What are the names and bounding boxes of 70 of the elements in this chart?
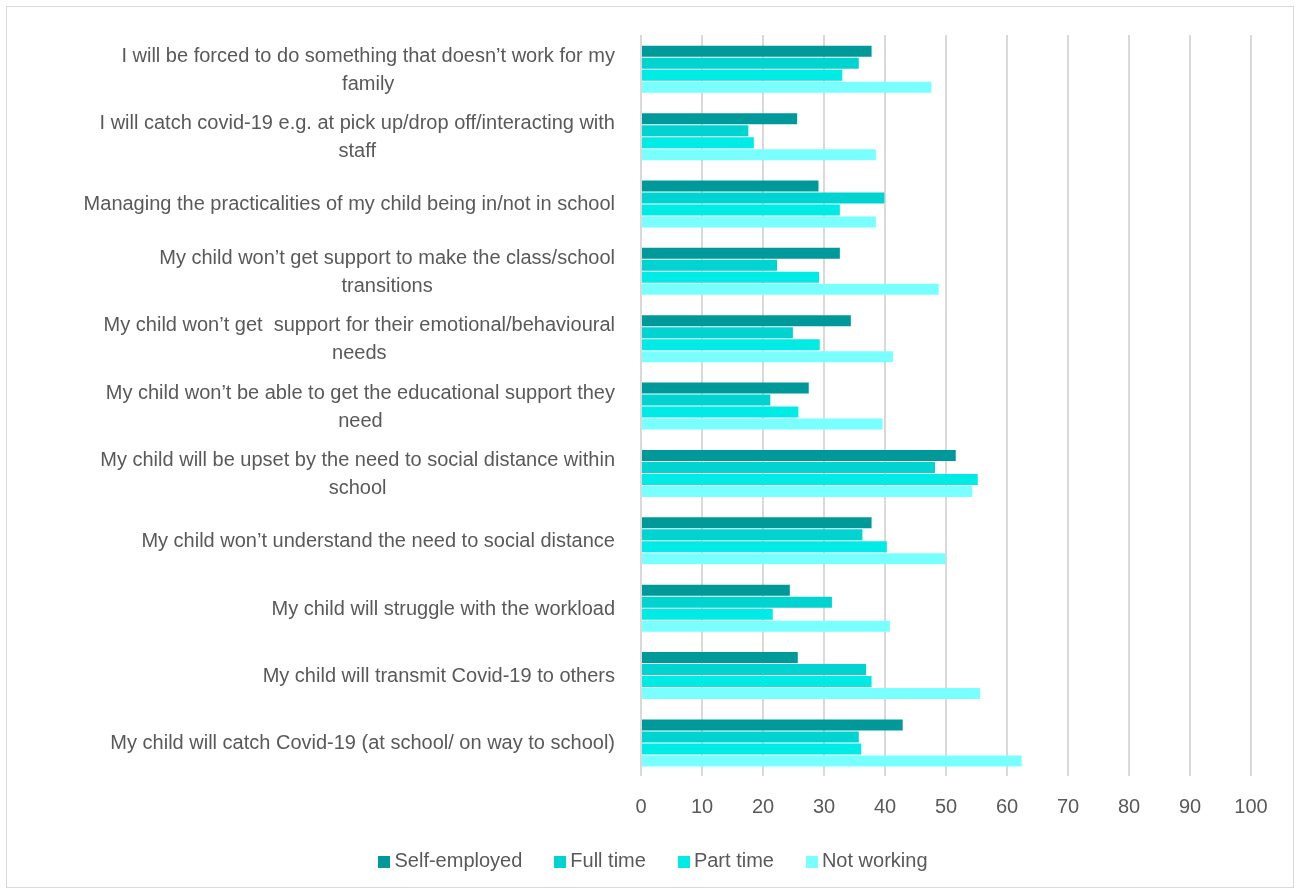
- bar: [641, 596, 832, 608]
- y-tick-label: I will catch covid-19 e.g. at pick up/drop off/interacting with staff: [99, 111, 615, 162]
- bar: [641, 57, 859, 69]
- legend-label: Not working: [821, 849, 928, 871]
- legend-label: Part time: [693, 849, 774, 871]
- y-tick-label: My child will be upset by the need to social distance within school: [100, 447, 615, 498]
- bar: [641, 473, 978, 485]
- y-tick-label: My child will catch Covid-19 (at school/ on way to school): [110, 731, 615, 754]
- y-tick-label: My child won’t understand the need to social distance: [141, 529, 616, 552]
- bar: [641, 125, 749, 137]
- bar: [641, 204, 840, 216]
- x-tick-label: 70: [1056, 795, 1080, 818]
- bar: [641, 664, 867, 676]
- bar: [641, 731, 859, 743]
- y-tick-label: Managing the practicalities of my child being in/not in school: [83, 192, 615, 215]
- legend-label: Full time: [570, 849, 646, 871]
- legend-label: Self-employed: [394, 849, 523, 871]
- bar: [641, 620, 890, 632]
- bar: [641, 517, 872, 529]
- bar: [641, 743, 862, 755]
- bar: [641, 394, 771, 406]
- bar: [641, 485, 973, 497]
- x-tick-label: 100: [1234, 795, 1268, 818]
- bar: [641, 406, 799, 418]
- y-tick-label: My child will transmit Covid-19 to others: [262, 663, 615, 686]
- bar: [641, 247, 840, 259]
- x-tick-label: 20: [751, 795, 775, 818]
- y-tick-label: My child won’t get support to make the class/school transitions: [159, 245, 615, 296]
- bar: [641, 688, 981, 700]
- bar: [641, 137, 754, 149]
- x-tick-label: 30: [812, 795, 836, 818]
- y-tick-label: My child won’t be able to get the educational support they need: [105, 380, 615, 431]
- bar: [641, 676, 872, 688]
- bar: [641, 283, 939, 295]
- bar: [641, 449, 956, 461]
- bar: [641, 327, 793, 339]
- bar: [641, 382, 809, 394]
- x-tick-label: 80: [1117, 795, 1141, 818]
- bar: [641, 192, 885, 204]
- bar: [641, 45, 872, 57]
- bar: [641, 755, 1022, 767]
- bar: [641, 608, 773, 620]
- bar: [641, 719, 903, 731]
- y-tick-label: My child will struggle with the workload: [271, 596, 615, 619]
- bar: [641, 216, 876, 228]
- y-tick-label: My child won’t get support for their emotional/behavioural needs: [103, 313, 616, 364]
- bar: [641, 529, 863, 541]
- bar: [641, 652, 798, 664]
- bar: [641, 81, 932, 93]
- x-tick-label: 60: [995, 795, 1019, 818]
- bar: [641, 69, 843, 81]
- bar: [641, 149, 876, 161]
- bar: [641, 315, 851, 327]
- bar: [641, 541, 887, 553]
- x-tick-label: 50: [934, 795, 958, 818]
- bar: [641, 180, 819, 192]
- x-tick-label: 90: [1178, 795, 1202, 818]
- bar: [641, 271, 820, 283]
- bar: [641, 259, 778, 271]
- bar: [641, 351, 893, 363]
- bar: [641, 418, 883, 430]
- bar: [641, 461, 936, 473]
- bar: [641, 339, 820, 351]
- x-tick-label: 40: [873, 795, 897, 818]
- bar: [641, 553, 946, 565]
- bar: [641, 584, 790, 596]
- y-tick-label: I will be forced to do something that doesn’t work for my family: [121, 43, 616, 94]
- bar: [641, 113, 798, 125]
- x-tick-label: 0: [635, 795, 647, 818]
- x-tick-label: 10: [690, 795, 714, 818]
